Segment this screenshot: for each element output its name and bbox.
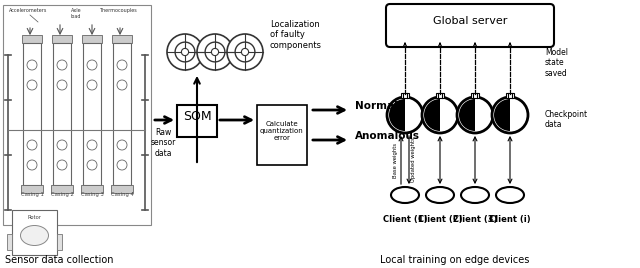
- Text: Thermocouples: Thermocouples: [99, 8, 137, 13]
- Circle shape: [167, 34, 203, 70]
- Text: Anomalous: Anomalous: [355, 131, 420, 141]
- Text: Client (2): Client (2): [418, 215, 462, 224]
- Bar: [82, 35, 102, 43]
- FancyBboxPatch shape: [386, 4, 554, 47]
- Circle shape: [117, 160, 127, 170]
- Text: Accelerometers: Accelerometers: [9, 8, 47, 13]
- Text: Global server: Global server: [433, 17, 507, 27]
- Circle shape: [87, 80, 97, 90]
- Wedge shape: [389, 99, 405, 131]
- Circle shape: [117, 60, 127, 70]
- Ellipse shape: [391, 187, 419, 203]
- Bar: [112, 35, 132, 43]
- Circle shape: [211, 49, 219, 55]
- Circle shape: [181, 49, 189, 55]
- Bar: [22, 35, 42, 43]
- Text: Calculate
quantization
error: Calculate quantization error: [260, 121, 304, 141]
- Circle shape: [57, 140, 67, 150]
- Wedge shape: [494, 99, 510, 131]
- Circle shape: [492, 97, 528, 133]
- Text: Raw
sensor
data: Raw sensor data: [150, 128, 176, 158]
- Ellipse shape: [496, 187, 524, 203]
- Circle shape: [197, 34, 233, 70]
- Circle shape: [57, 80, 67, 90]
- Text: SOM: SOM: [182, 110, 211, 124]
- Circle shape: [117, 80, 127, 90]
- Wedge shape: [424, 99, 440, 131]
- Bar: [436, 93, 444, 98]
- Bar: [57, 233, 62, 250]
- Circle shape: [457, 97, 493, 133]
- Circle shape: [27, 160, 37, 170]
- Circle shape: [87, 160, 97, 170]
- Text: Updated weights: Updated weights: [412, 137, 417, 183]
- Bar: [3, 5, 151, 225]
- Circle shape: [227, 34, 263, 70]
- Text: Client (3): Client (3): [453, 215, 497, 224]
- Bar: [401, 93, 409, 98]
- Circle shape: [87, 60, 97, 70]
- Text: Localization
of faulty
components: Localization of faulty components: [270, 20, 322, 50]
- Text: Casing 2: Casing 2: [51, 192, 74, 197]
- Ellipse shape: [426, 187, 454, 203]
- Ellipse shape: [20, 225, 49, 245]
- Circle shape: [205, 42, 225, 62]
- Circle shape: [57, 60, 67, 70]
- Text: Local training on edge devices: Local training on edge devices: [380, 255, 529, 265]
- Bar: [83, 43, 101, 185]
- Circle shape: [117, 140, 127, 150]
- Ellipse shape: [461, 187, 489, 203]
- Text: Casing 3: Casing 3: [81, 192, 104, 197]
- Text: Rotor: Rotor: [28, 215, 42, 220]
- Circle shape: [27, 60, 37, 70]
- Bar: [177, 105, 217, 137]
- Circle shape: [27, 80, 37, 90]
- Text: Axle
load: Axle load: [70, 8, 81, 19]
- Circle shape: [241, 49, 248, 55]
- Bar: [111, 185, 133, 193]
- Circle shape: [27, 140, 37, 150]
- Circle shape: [387, 97, 423, 133]
- Bar: [257, 105, 307, 165]
- Circle shape: [235, 42, 255, 62]
- Circle shape: [87, 140, 97, 150]
- Bar: [81, 185, 103, 193]
- Text: Model
state
saved: Model state saved: [545, 48, 568, 78]
- Circle shape: [57, 160, 67, 170]
- Bar: [52, 35, 72, 43]
- Text: Sensor data collection: Sensor data collection: [5, 255, 113, 265]
- Text: Normal: Normal: [355, 101, 397, 111]
- Circle shape: [422, 97, 458, 133]
- Bar: [12, 210, 57, 255]
- Wedge shape: [459, 99, 475, 131]
- Bar: [471, 93, 479, 98]
- Bar: [51, 185, 73, 193]
- Bar: [7, 233, 12, 250]
- Text: Casing 4: Casing 4: [111, 192, 133, 197]
- Bar: [53, 43, 71, 185]
- Bar: [23, 43, 41, 185]
- Text: Base weights: Base weights: [394, 142, 399, 178]
- Bar: [113, 43, 131, 185]
- Text: Casing 1: Casing 1: [20, 192, 44, 197]
- Circle shape: [175, 42, 195, 62]
- Text: Client (i): Client (i): [489, 215, 531, 224]
- Bar: [21, 185, 43, 193]
- Text: Checkpoint
data: Checkpoint data: [545, 110, 588, 129]
- Bar: [506, 93, 514, 98]
- Text: Client (1): Client (1): [383, 215, 428, 224]
